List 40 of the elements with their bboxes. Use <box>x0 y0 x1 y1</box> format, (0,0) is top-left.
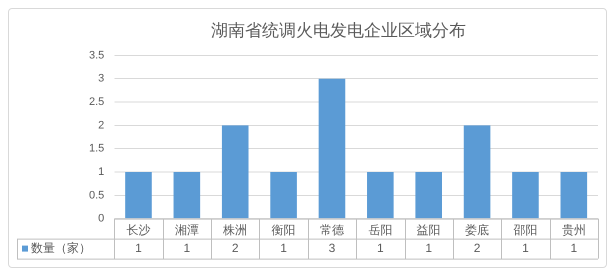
data-label: 1 <box>425 240 432 255</box>
y-tick-label: 1.5 <box>88 142 104 155</box>
data-label: 3 <box>328 240 336 255</box>
y-tick-label: 0.5 <box>88 189 104 202</box>
x-tick-label: 长沙 <box>126 223 150 238</box>
bar <box>464 125 490 218</box>
y-tick-label: 3 <box>98 72 104 85</box>
x-tick-label: 益阳 <box>416 223 441 238</box>
bar <box>512 172 539 218</box>
x-tick-label: 衡阳 <box>272 223 296 238</box>
y-tick-label: 0 <box>98 212 104 225</box>
y-tick-label: 3.5 <box>88 49 104 62</box>
y-tick-label: 2.5 <box>88 96 104 108</box>
bar <box>367 172 394 218</box>
y-tick-label: 2 <box>98 119 104 132</box>
bar <box>270 172 297 218</box>
data-label: 1 <box>570 240 578 255</box>
data-label: 1 <box>135 240 142 255</box>
data-label: 1 <box>280 240 288 255</box>
x-tick-label: 湘潭 <box>174 223 199 238</box>
data-label: 1 <box>184 240 191 255</box>
data-label: 1 <box>522 240 530 255</box>
x-tick-label: 贵州 <box>562 223 586 238</box>
x-tick-label: 娄底 <box>465 223 490 238</box>
bar <box>415 172 442 218</box>
x-tick-label: 株洲 <box>222 223 248 238</box>
bar <box>125 172 152 218</box>
chart-title: 湖南省统调火电发电企业区域分布 <box>211 20 466 40</box>
x-tick-label: 常德 <box>320 223 344 238</box>
legend-label: 数量（家） <box>31 240 91 255</box>
data-label: 2 <box>474 240 481 255</box>
data-label: 2 <box>232 240 239 255</box>
bar <box>174 172 200 218</box>
data-label: 1 <box>376 240 384 255</box>
bar <box>222 125 249 218</box>
bar <box>560 172 588 218</box>
y-tick-label: 1 <box>98 166 104 178</box>
bar <box>318 78 346 218</box>
x-tick-label: 岳阳 <box>368 223 392 238</box>
x-tick-label: 邵阳 <box>513 223 538 238</box>
